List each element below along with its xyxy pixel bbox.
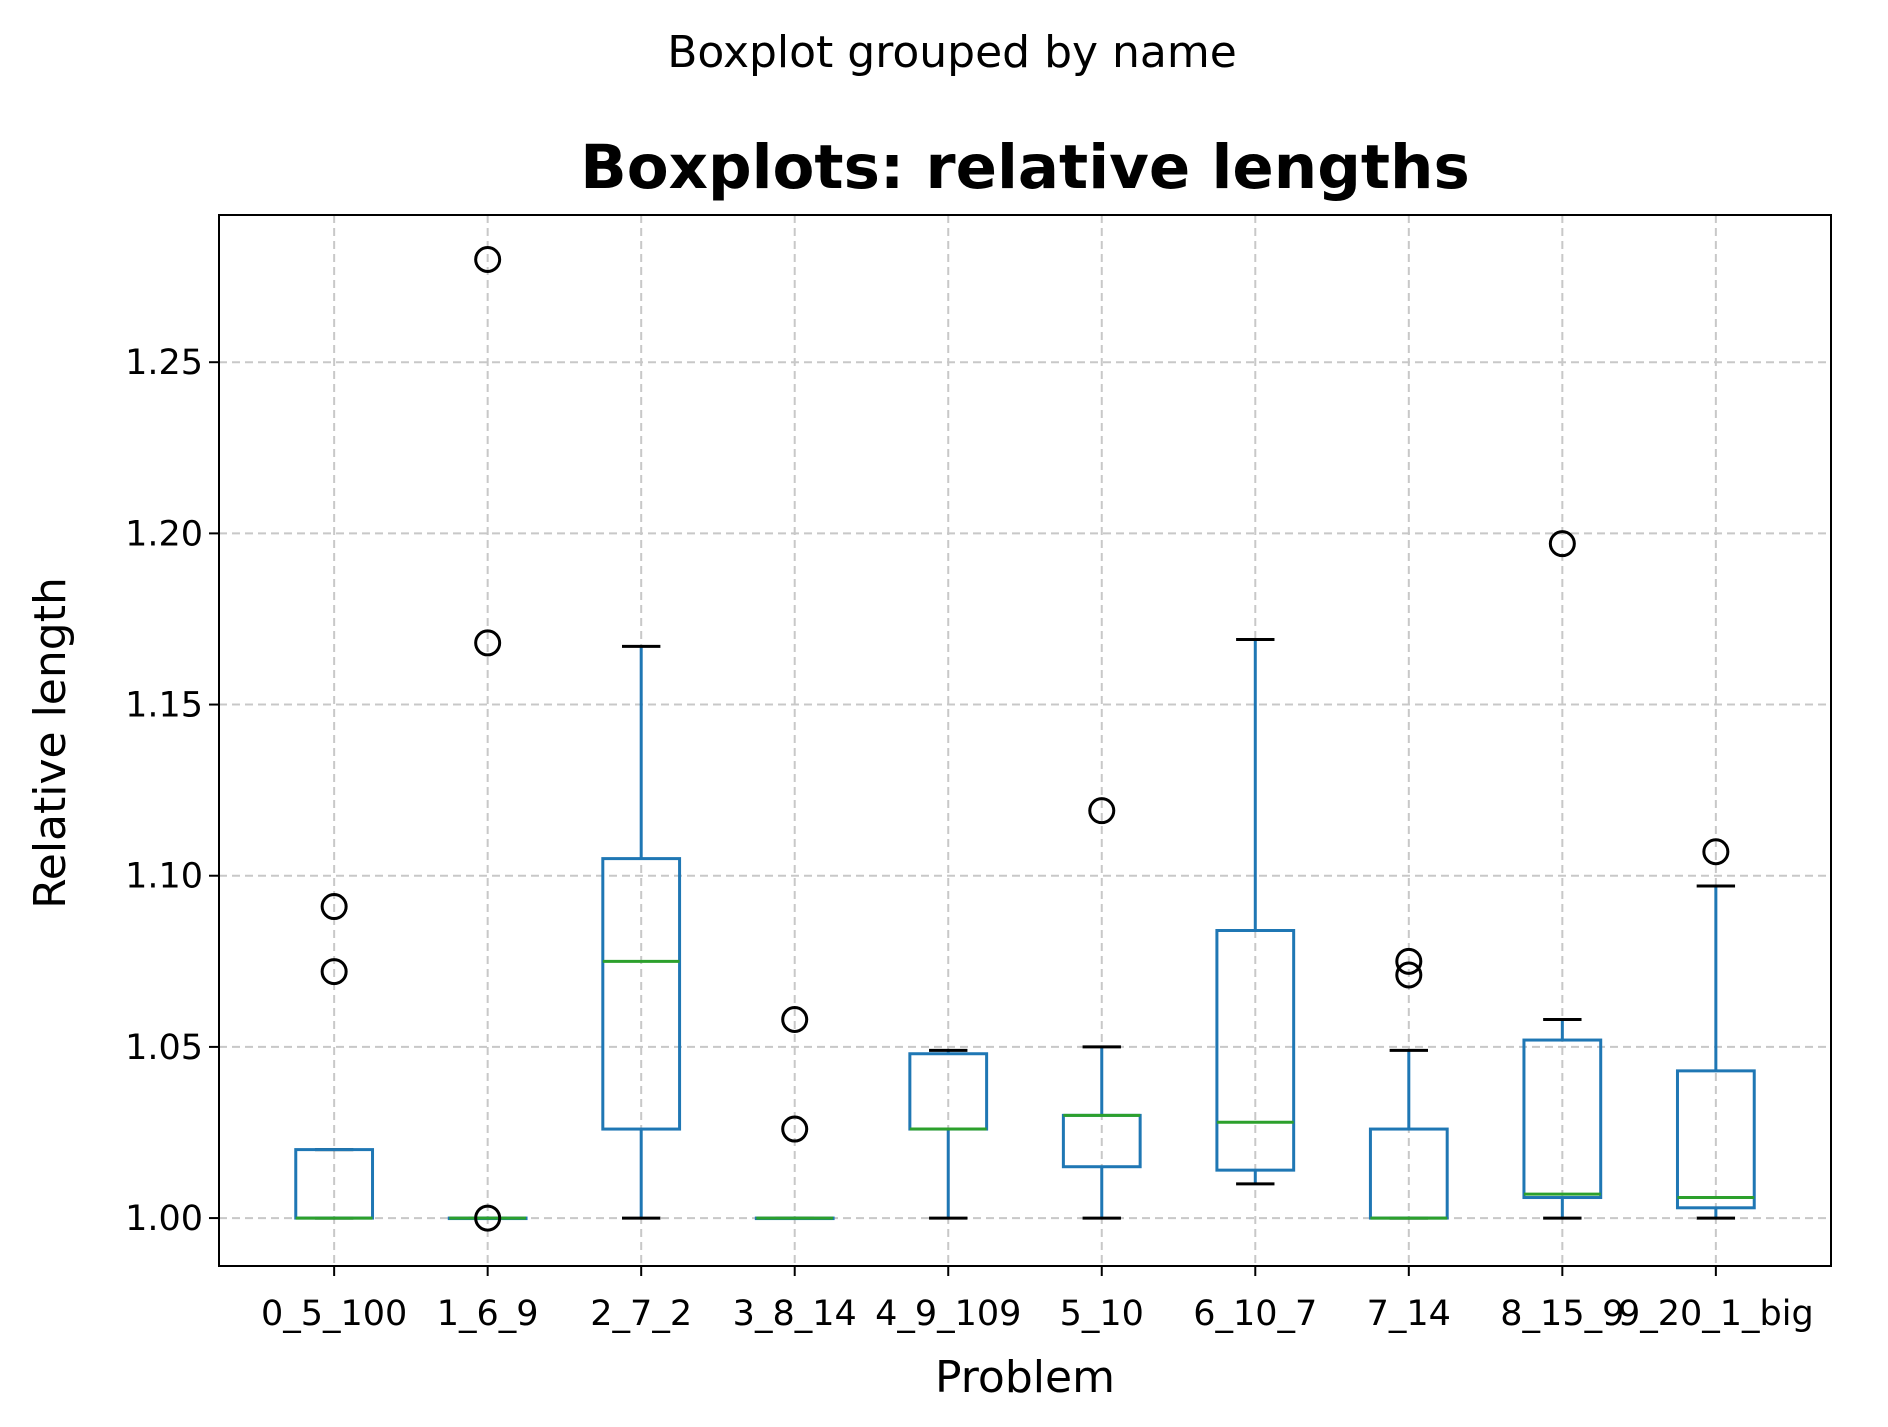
outlier-point	[320, 958, 348, 986]
y-axis: 1.00 1.05 1.10 1.15 1.20 1.25	[125, 343, 219, 1239]
outlier-point	[474, 629, 502, 657]
y-axis-label: Relative length	[25, 577, 76, 909]
box-6_10_7	[1215, 638, 1296, 1186]
outlier-point	[1088, 797, 1116, 825]
iqr-box	[1522, 1038, 1603, 1200]
outlier-point	[781, 1115, 809, 1143]
box-7_14	[1368, 947, 1449, 1220]
x-tick-label: 5_10	[1060, 1294, 1144, 1334]
outlier-point	[1395, 947, 1423, 975]
outlier-point	[474, 246, 502, 274]
outlier-point	[320, 893, 348, 921]
x-tick-label: 8_15_9	[1500, 1294, 1624, 1334]
y-tick-label: 1.05	[125, 1028, 203, 1068]
x-tick-label: 4_9_109	[875, 1294, 1021, 1334]
x-tick-label: 9_20_1_big	[1618, 1294, 1814, 1334]
y-tick-label: 1.00	[125, 1199, 203, 1239]
outlier-point	[1702, 838, 1730, 866]
y-tick-label: 1.20	[125, 514, 203, 554]
y-tick-label: 1.15	[125, 686, 203, 726]
chart-suptitle: Boxplot grouped by name	[667, 27, 1237, 78]
grid	[219, 215, 1831, 1266]
plot-area-frame	[218, 214, 1832, 1267]
x-tick-label: 0_5_100	[261, 1294, 407, 1334]
box-8_15_9	[1522, 530, 1603, 1220]
y-tick-label: 1.25	[125, 343, 203, 383]
box-9_20_1_big	[1675, 838, 1756, 1220]
outlier-point	[1395, 961, 1423, 989]
box-4_9_109	[908, 1048, 989, 1220]
box-5_10	[1061, 797, 1142, 1220]
x-axis: 0_5_100 1_6_9 2_7_2 3_8_14 4_9_109 5_10 6_10_7…	[261, 1266, 1814, 1334]
iqr-box	[1675, 1069, 1756, 1210]
y-tick-label: 1.10	[125, 857, 203, 897]
iqr-box	[601, 857, 682, 1131]
x-tick-label: 6_10_7	[1193, 1294, 1317, 1334]
box-0_5_100	[294, 893, 375, 1220]
box-2_7_2	[601, 644, 682, 1220]
outlier-point	[474, 1204, 502, 1232]
box-1_6_9	[447, 246, 528, 1232]
x-tick-label: 7_14	[1367, 1294, 1451, 1334]
box-3_8_14	[754, 1006, 835, 1221]
x-tick-label: 3_8_14	[733, 1294, 857, 1334]
x-tick-label: 2_7_2	[590, 1294, 692, 1334]
chart-title: Boxplots: relative lengths	[580, 132, 1470, 203]
x-tick-label: 1_6_9	[437, 1294, 539, 1334]
x-axis-label: Problem	[935, 1352, 1115, 1403]
outlier-point	[1548, 530, 1576, 558]
iqr-box	[1215, 929, 1296, 1172]
boxes	[294, 246, 1756, 1232]
outlier-point	[781, 1006, 809, 1034]
